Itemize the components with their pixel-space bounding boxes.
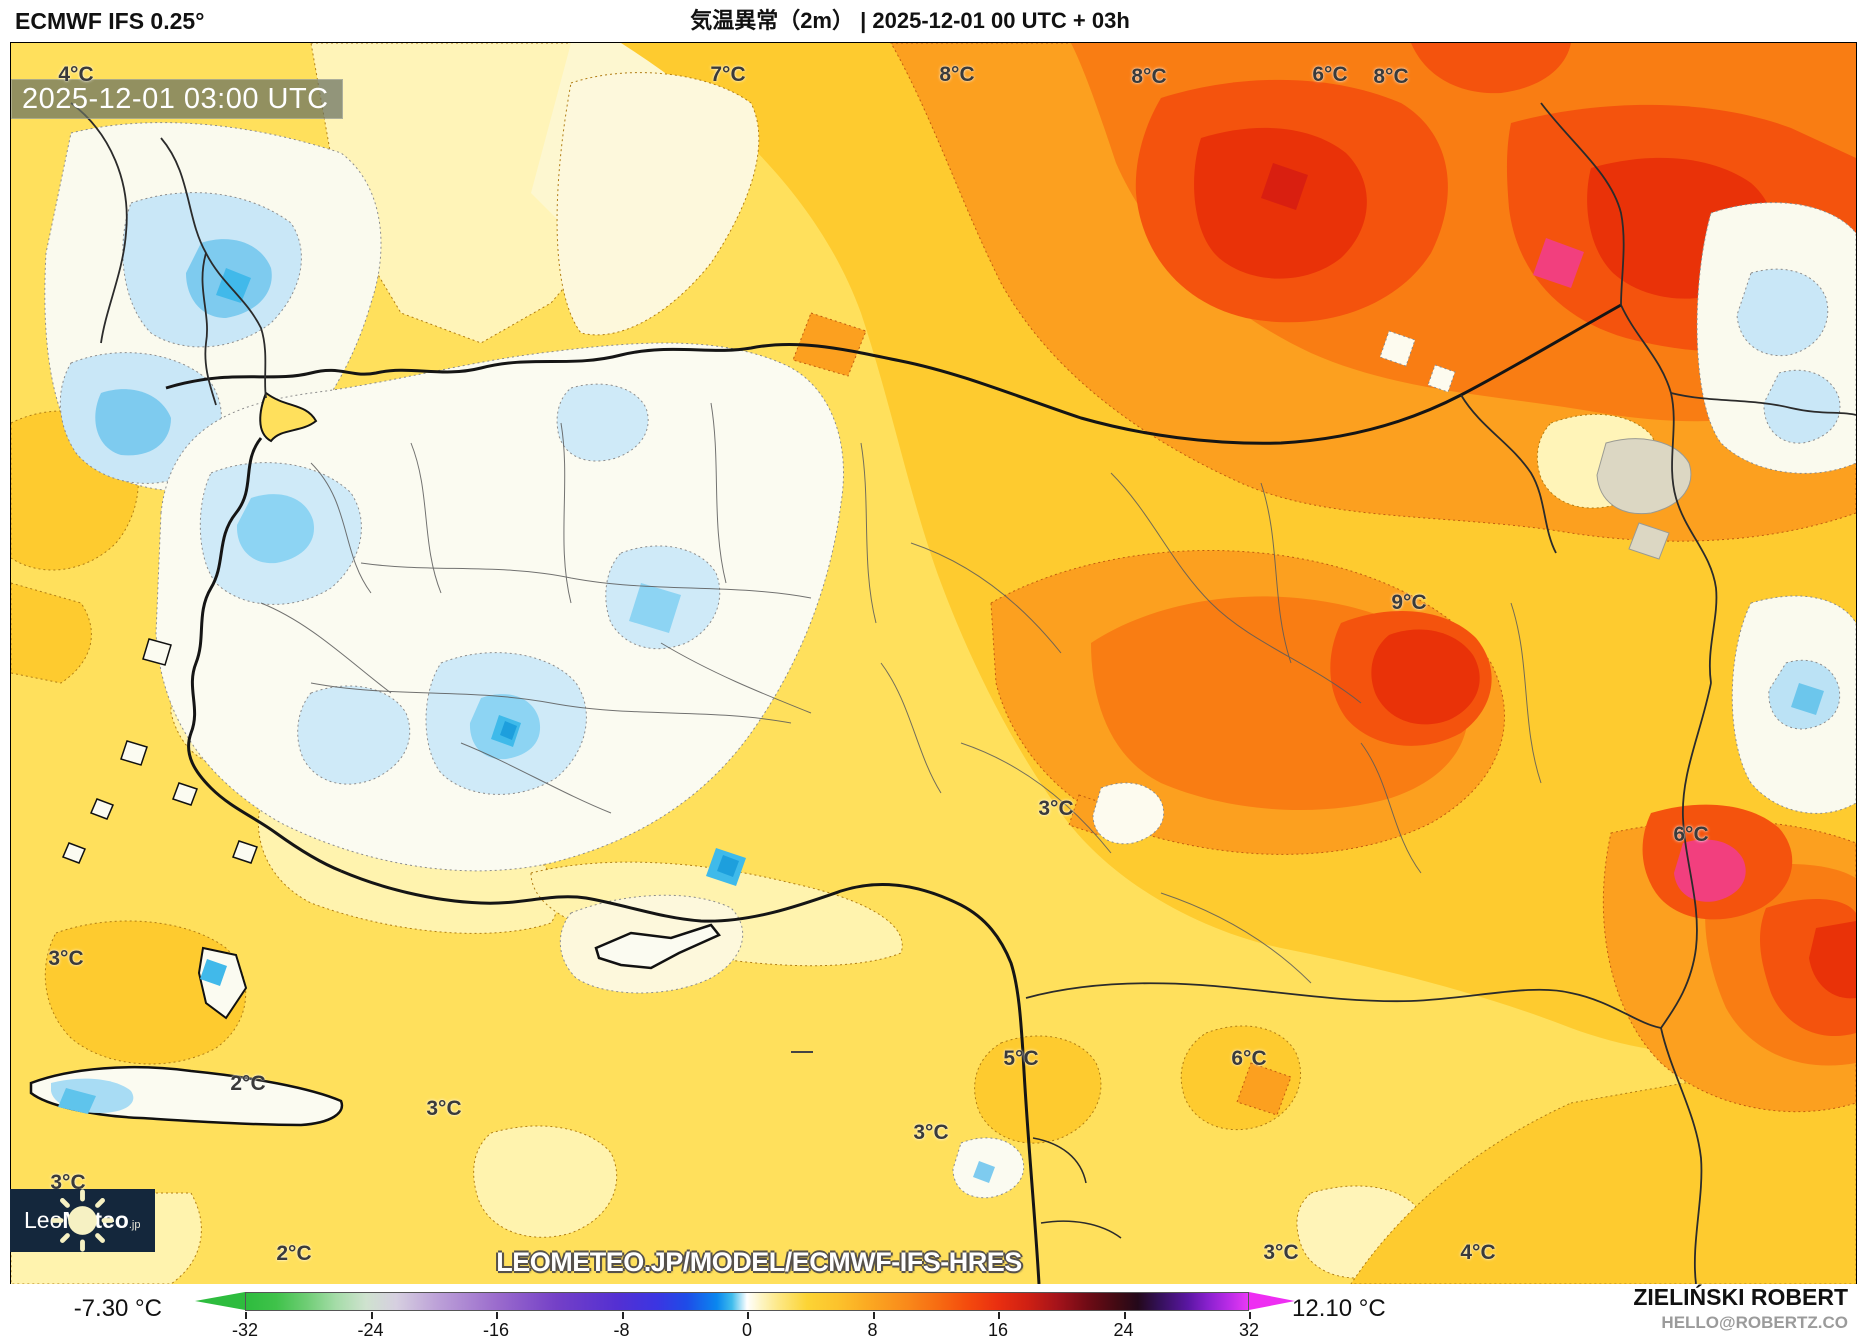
temp-label: 6°C [1312,63,1348,86]
attribution: ZIELIŃSKI ROBERT HELLO@ROBERTZ.CO [1633,1284,1848,1333]
colorbar-left-arrow [195,1292,245,1310]
colorbar-tick-mark [496,1312,498,1319]
author-name: ZIELIŃSKI ROBERT [1633,1284,1848,1310]
colorbar-tick-mark [872,1312,875,1319]
temp-label: 8°C [1373,65,1409,88]
max-value-label: 12.10 °C [1292,1295,1386,1322]
colorbar-tick-label: -8 [613,1320,630,1338]
colorbar-tick-mark [370,1312,373,1319]
colorbar-tick-mark [1249,1312,1251,1319]
colorbar-tick-mark [998,1312,1000,1319]
temp-label: 5°C [1003,1047,1039,1070]
temp-label: 9°C [1391,591,1427,614]
colorbar-tick-label: 32 [1238,1320,1260,1338]
map-canvas: 2025-12-01 03:00 UTC 4°C 7°C 8°C 8°C 6°C 8°C 9… [10,42,1857,1285]
temp-label: 2°C [230,1072,266,1095]
colorbar-tick-mark [747,1312,749,1319]
anomaly-field-svg [11,43,1856,1284]
temp-label: 3°C [50,1171,86,1194]
colorbar-tick-label: 8 [867,1320,878,1338]
min-value-label: -7.30 °C [73,1295,162,1322]
temp-label: 7°C [710,63,746,86]
temp-label: 4°C [1460,1241,1496,1264]
temp-label: 3°C [1263,1241,1299,1264]
timestamp-overlay: 2025-12-01 03:00 UTC [11,79,343,119]
author-contact: HELLO@ROBERTZ.CO [1661,1313,1848,1333]
colorbar: -32 -24 -16 -8 0 8 16 24 32 [195,1292,1305,1338]
colorbar-tick-mark [245,1312,247,1319]
colorbar-tick-mark [1123,1312,1126,1319]
temp-label: 3°C [426,1097,462,1120]
colorbar-right-arrow [1249,1292,1295,1310]
colorbar-tick-mark [621,1312,624,1319]
header-bar: ECMWF IFS 0.25° 気温異常（2m） | 2025-12-01 00… [0,0,1860,42]
watermark: LEOMETEO.JP/MODEL/ECMWF-IFS-HRES [496,1247,1022,1277]
temp-label: 8°C [939,63,975,86]
temp-label: 3°C [48,947,84,970]
colorbar-tick-label: 24 [1113,1320,1134,1338]
colorbar-tick-label: 0 [741,1320,753,1338]
temp-label: 8°C [1131,65,1167,88]
temp-label: 3°C [913,1121,949,1144]
temp-label: 6°C [1673,823,1709,846]
footer-bar: -7.30 °C -32 -24 -16 -8 0 8 16 24 32 12.10 °C ZI… [0,1284,1860,1338]
colorbar-gradient [245,1292,1249,1311]
leometeo-logo: LeoMeteo.jp [10,1189,155,1252]
temp-label: 3°C [1038,797,1074,820]
page-title: 気温異常（2m） | 2025-12-01 00 UTC + 03h [690,8,1130,33]
colorbar-tick-label: -24 [357,1320,384,1338]
temp-label: 2°C [276,1242,312,1265]
colorbar-tick-label: -32 [231,1320,259,1338]
colorbar-tick-label: 16 [987,1320,1009,1338]
colorbar-tick-label: -16 [482,1320,510,1338]
model-label: ECMWF IFS 0.25° [15,8,205,34]
temp-label: 4°C [58,63,94,86]
temp-label: 6°C [1231,1047,1267,1070]
